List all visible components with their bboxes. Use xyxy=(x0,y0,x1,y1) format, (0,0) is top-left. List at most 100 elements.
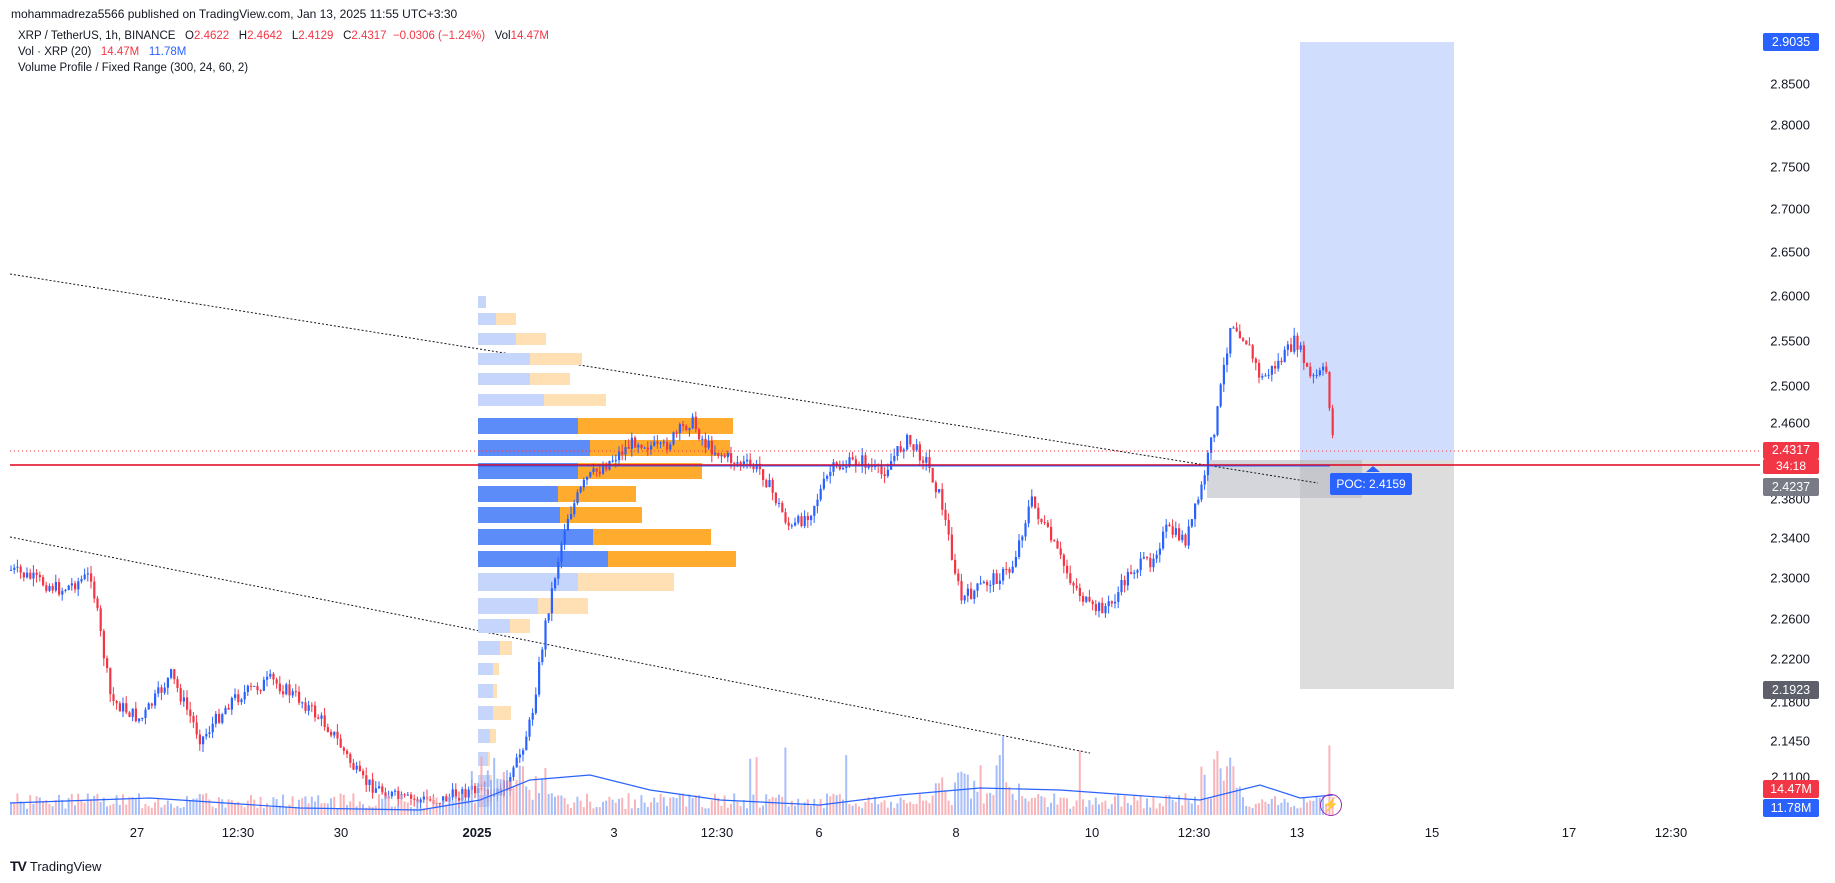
volume-bar xyxy=(1133,795,1136,815)
volume-profile-up-bar xyxy=(478,507,560,523)
target-zone[interactable] xyxy=(1300,42,1454,460)
candle-body xyxy=(214,713,217,724)
volume-bar xyxy=(61,799,64,815)
candle-body xyxy=(723,455,726,458)
volume-bar xyxy=(320,803,323,815)
volume-profile[interactable] xyxy=(478,296,736,807)
volume-bar xyxy=(771,797,774,815)
volume-bar xyxy=(189,800,192,815)
candle-body xyxy=(691,416,694,429)
candle-body xyxy=(262,679,265,691)
candle-body xyxy=(1002,569,1005,581)
volume-bar xyxy=(109,805,112,815)
main-series-legend[interactable]: XRP / TetherUS, 1h, BINANCE O2.4622 H2.4… xyxy=(18,30,549,42)
volume-profile-up-bar xyxy=(478,663,493,675)
candle-body xyxy=(992,573,995,585)
chart-canvas[interactable] xyxy=(0,0,1835,860)
vol-label: Vol xyxy=(494,30,511,42)
upper-trendline[interactable] xyxy=(9,273,1319,484)
lower-trendline[interactable] xyxy=(9,536,1091,754)
volume-bar xyxy=(688,794,691,815)
candle-body xyxy=(1245,340,1248,345)
volume-bar xyxy=(1146,798,1148,815)
candle-body xyxy=(301,702,304,704)
volume-bar xyxy=(659,793,662,815)
volume-bar xyxy=(1274,796,1276,815)
volume-bar xyxy=(717,797,720,815)
stop-zone[interactable] xyxy=(1300,460,1454,689)
volume-profile-up-bar xyxy=(478,598,538,614)
candle-body xyxy=(522,750,525,755)
alert-lightning-icon[interactable]: ⚡ xyxy=(1320,794,1342,816)
volume-label: 14.47M xyxy=(1763,780,1819,798)
candle-body xyxy=(243,692,246,700)
candle-body xyxy=(454,789,457,798)
volume-profile-name[interactable]: Volume Profile / Fixed Range (300, 24, 6… xyxy=(18,62,249,74)
candle-body xyxy=(365,775,368,785)
candle-body xyxy=(1309,366,1312,377)
candle-body xyxy=(694,416,697,430)
volume-profile-up-bar xyxy=(478,684,493,698)
volume-bar xyxy=(1021,796,1024,815)
volume-profile-up-bar xyxy=(478,641,500,655)
candle-body xyxy=(381,786,384,793)
volume-profile-up-bar xyxy=(478,313,496,325)
candle-body xyxy=(1302,345,1305,363)
volume-bar xyxy=(371,807,374,815)
time-tick-label: 10 xyxy=(1084,825,1100,840)
volume-indicator-name[interactable]: Vol · XRP (20) xyxy=(18,46,92,58)
volume-bar xyxy=(282,794,284,815)
candle-body xyxy=(1280,360,1283,363)
candle-body xyxy=(163,687,166,693)
volume-bar xyxy=(93,795,96,815)
volume-bar xyxy=(1030,797,1033,815)
volume-bar xyxy=(586,793,588,815)
volume-indicator-legend[interactable]: Vol · XRP (20) 14.47M 11.78M xyxy=(18,46,186,58)
candle-body xyxy=(528,719,531,737)
candle-body xyxy=(29,572,32,579)
price-tick-label: 2.3000 xyxy=(1770,570,1810,586)
volume-profile-up-bar xyxy=(478,573,578,591)
volume-bar xyxy=(570,807,572,815)
volume-bar xyxy=(10,803,12,815)
volume-bar xyxy=(64,808,67,815)
volume-bar xyxy=(1299,807,1302,815)
candle-body xyxy=(64,589,67,591)
volume-bar xyxy=(176,806,179,815)
symbol-name[interactable]: XRP / TetherUS, 1h, BINANCE xyxy=(18,30,176,42)
volume-bar xyxy=(1008,786,1011,815)
volume-bar xyxy=(99,801,102,815)
volume-bar xyxy=(627,793,630,815)
candle-body xyxy=(1030,496,1033,507)
volume-bar xyxy=(1258,803,1260,815)
candle-body xyxy=(656,441,659,444)
candle-body xyxy=(749,459,752,466)
volume-profile-down-bar xyxy=(558,486,636,502)
volume-bar xyxy=(669,797,672,815)
volume-bar xyxy=(794,805,796,815)
candle-body xyxy=(790,525,793,527)
volume-profile-legend[interactable]: Volume Profile / Fixed Range (300, 24, 6… xyxy=(18,62,248,74)
candle-body xyxy=(646,447,649,450)
volume-bar xyxy=(1082,799,1084,815)
volume-bar xyxy=(1190,803,1193,815)
volume-bar xyxy=(806,799,809,815)
candle-body xyxy=(278,683,281,692)
volume-bars xyxy=(10,736,1334,815)
candle-body xyxy=(630,437,633,449)
candle-body xyxy=(541,649,544,663)
candle-body xyxy=(26,572,29,578)
volume-bar xyxy=(419,807,422,815)
candle-body xyxy=(90,573,93,582)
volume-bar xyxy=(608,796,611,815)
volume-bar xyxy=(48,803,51,815)
candle-body xyxy=(1085,596,1088,602)
volume-bar xyxy=(474,802,476,815)
candle-body xyxy=(1046,522,1049,527)
volume-bar xyxy=(653,797,656,815)
candle-body xyxy=(336,731,339,739)
volume-bar xyxy=(170,803,172,815)
candle-body xyxy=(202,736,205,745)
candle-body xyxy=(269,673,272,677)
volume-bar xyxy=(723,795,726,815)
